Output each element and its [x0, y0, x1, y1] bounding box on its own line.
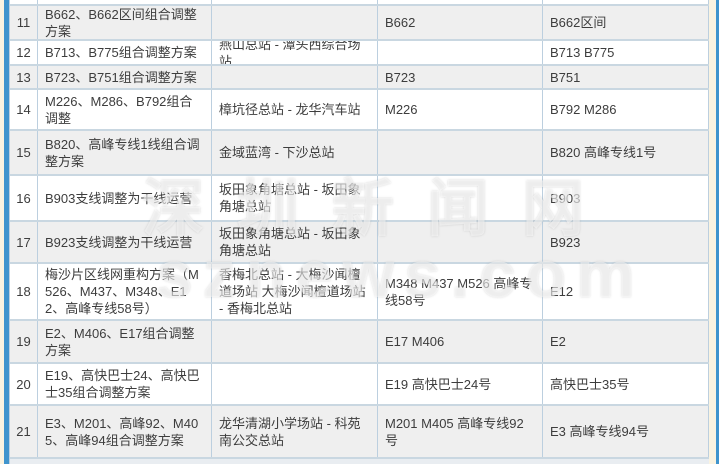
stations-cell: [212, 66, 378, 88]
routes-b-cell: [543, 0, 709, 4]
row-number-cell: 20: [10, 364, 38, 404]
routes-a-cell: [378, 0, 543, 4]
stations-cell: 樟坑径总站 - 龙华汽车站: [212, 90, 378, 129]
plan-cell: B662、B662区间组合调整方案: [38, 6, 212, 39]
routes-b-cell: 高快巴士35号: [543, 364, 709, 404]
routes-a-cell: B662: [378, 6, 543, 39]
routes-a-cell: M201 M405 高峰专线92号: [378, 406, 543, 457]
row-number-cell: 11: [10, 6, 38, 39]
left-accent-line: [4, 0, 9, 464]
table-row-partial-top: [10, 0, 709, 6]
stations-cell: 坂田象角塘总站 - 坂田象角塘总站: [212, 222, 378, 262]
right-accent-line: [716, 0, 719, 464]
plan-cell: 梅沙片区线网重构方案（M526、M437、M348、E12、高峰专线58号）: [38, 264, 212, 319]
row-number-cell: 13: [10, 66, 38, 88]
routes-a-cell: E19 高快巴士24号: [378, 364, 543, 404]
plan-cell: E3、M201、高峰92、M405、高峰94组合调整方案: [38, 406, 212, 457]
table-row: 20 E19、高快巴士24、高快巴士35组合调整方案 E19 高快巴士24号 高…: [10, 364, 709, 406]
row-number-cell: 19: [10, 321, 38, 362]
routes-b-cell: B903: [543, 176, 709, 220]
routes-a-cell: E17 M406: [378, 321, 543, 362]
routes-b-cell: B820 高峰专线1号: [543, 131, 709, 174]
table-row-partial-bottom: [10, 459, 709, 464]
routes-a-cell: M348 M437 M526 高峰专线58号: [378, 264, 543, 319]
row-number-cell: 16: [10, 176, 38, 220]
routes-b-cell: B713 B775: [543, 41, 709, 64]
stations-cell: 燕山总站 - 潭头西综合场站: [212, 41, 378, 64]
plan-cell: E2、M406、E17组合调整方案: [38, 321, 212, 362]
routes-b-cell: E3 高峰专线94号: [543, 406, 709, 457]
table-row: 21 E3、M201、高峰92、M405、高峰94组合调整方案 龙华清湖小学场站…: [10, 406, 709, 459]
stations-cell: 坂田象角塘总站 - 坂田象角塘总站: [212, 176, 378, 220]
routes-b-cell: E12: [543, 264, 709, 319]
routes-a-cell: M226: [378, 90, 543, 129]
plan-cell: M226、M286、B792组合调整: [38, 90, 212, 129]
bus-adjustment-table: 11 B662、B662区间组合调整方案 B662 B662区间 12 B713…: [9, 0, 709, 464]
stations-cell: 龙华清湖小学场站 - 科苑南公交总站: [212, 406, 378, 457]
table-row: 16 B903支线调整为干线运营 坂田象角塘总站 - 坂田象角塘总站 B903: [10, 176, 709, 222]
plan-cell: [38, 0, 212, 4]
routes-b-cell: B923: [543, 222, 709, 262]
row-number-cell: 18: [10, 264, 38, 319]
row-number-cell: 21: [10, 406, 38, 457]
table-row: 13 B723、B751组合调整方案 B723 B751: [10, 66, 709, 90]
table-row: 17 B923支线调整为干线运营 坂田象角塘总站 - 坂田象角塘总站 B923: [10, 222, 709, 264]
stations-cell: [212, 6, 378, 39]
stations-cell: 金域蓝湾 - 下沙总站: [212, 131, 378, 174]
row-number-cell: [10, 0, 38, 4]
stations-cell: [212, 364, 378, 404]
routes-b-cell: B662区间: [543, 6, 709, 39]
table-row: 12 B713、B775组合调整方案 燕山总站 - 潭头西综合场站 B713 B…: [10, 41, 709, 66]
plan-cell: B820、高峰专线1线组合调整方案: [38, 131, 212, 174]
stations-cell: [212, 0, 378, 4]
table-row: 19 E2、M406、E17组合调整方案 E17 M406 E2: [10, 321, 709, 364]
routes-a-cell: [378, 176, 543, 220]
plan-cell: E19、高快巴士24、高快巴士35组合调整方案: [38, 364, 212, 404]
row-number-cell: 14: [10, 90, 38, 129]
table-row: 11 B662、B662区间组合调整方案 B662 B662区间: [10, 6, 709, 41]
plan-cell: B903支线调整为干线运营: [38, 176, 212, 220]
plan-cell: B723、B751组合调整方案: [38, 66, 212, 88]
routes-b-cell: B792 M286: [543, 90, 709, 129]
routes-a-cell: B723: [378, 66, 543, 88]
row-number-cell: 12: [10, 41, 38, 64]
routes-a-cell: [378, 222, 543, 262]
routes-b-cell: B751: [543, 66, 709, 88]
plan-cell: B713、B775组合调整方案: [38, 41, 212, 64]
stations-cell: 香梅北总站 - 大梅沙闻檀道场站 大梅沙闻檀道场站 - 香梅北总站: [212, 264, 378, 319]
table-row: 15 B820、高峰专线1线组合调整方案 金域蓝湾 - 下沙总站 B820 高峰…: [10, 131, 709, 176]
routes-a-cell: [378, 131, 543, 174]
table-row: 14 M226、M286、B792组合调整 樟坑径总站 - 龙华汽车站 M226…: [10, 90, 709, 131]
row-number-cell: 15: [10, 131, 38, 174]
table-row: 18 梅沙片区线网重构方案（M526、M437、M348、E12、高峰专线58号…: [10, 264, 709, 321]
plan-cell: B923支线调整为干线运营: [38, 222, 212, 262]
routes-a-cell: [378, 41, 543, 64]
stations-cell: [212, 321, 378, 362]
row-number-cell: 17: [10, 222, 38, 262]
routes-b-cell: E2: [543, 321, 709, 362]
